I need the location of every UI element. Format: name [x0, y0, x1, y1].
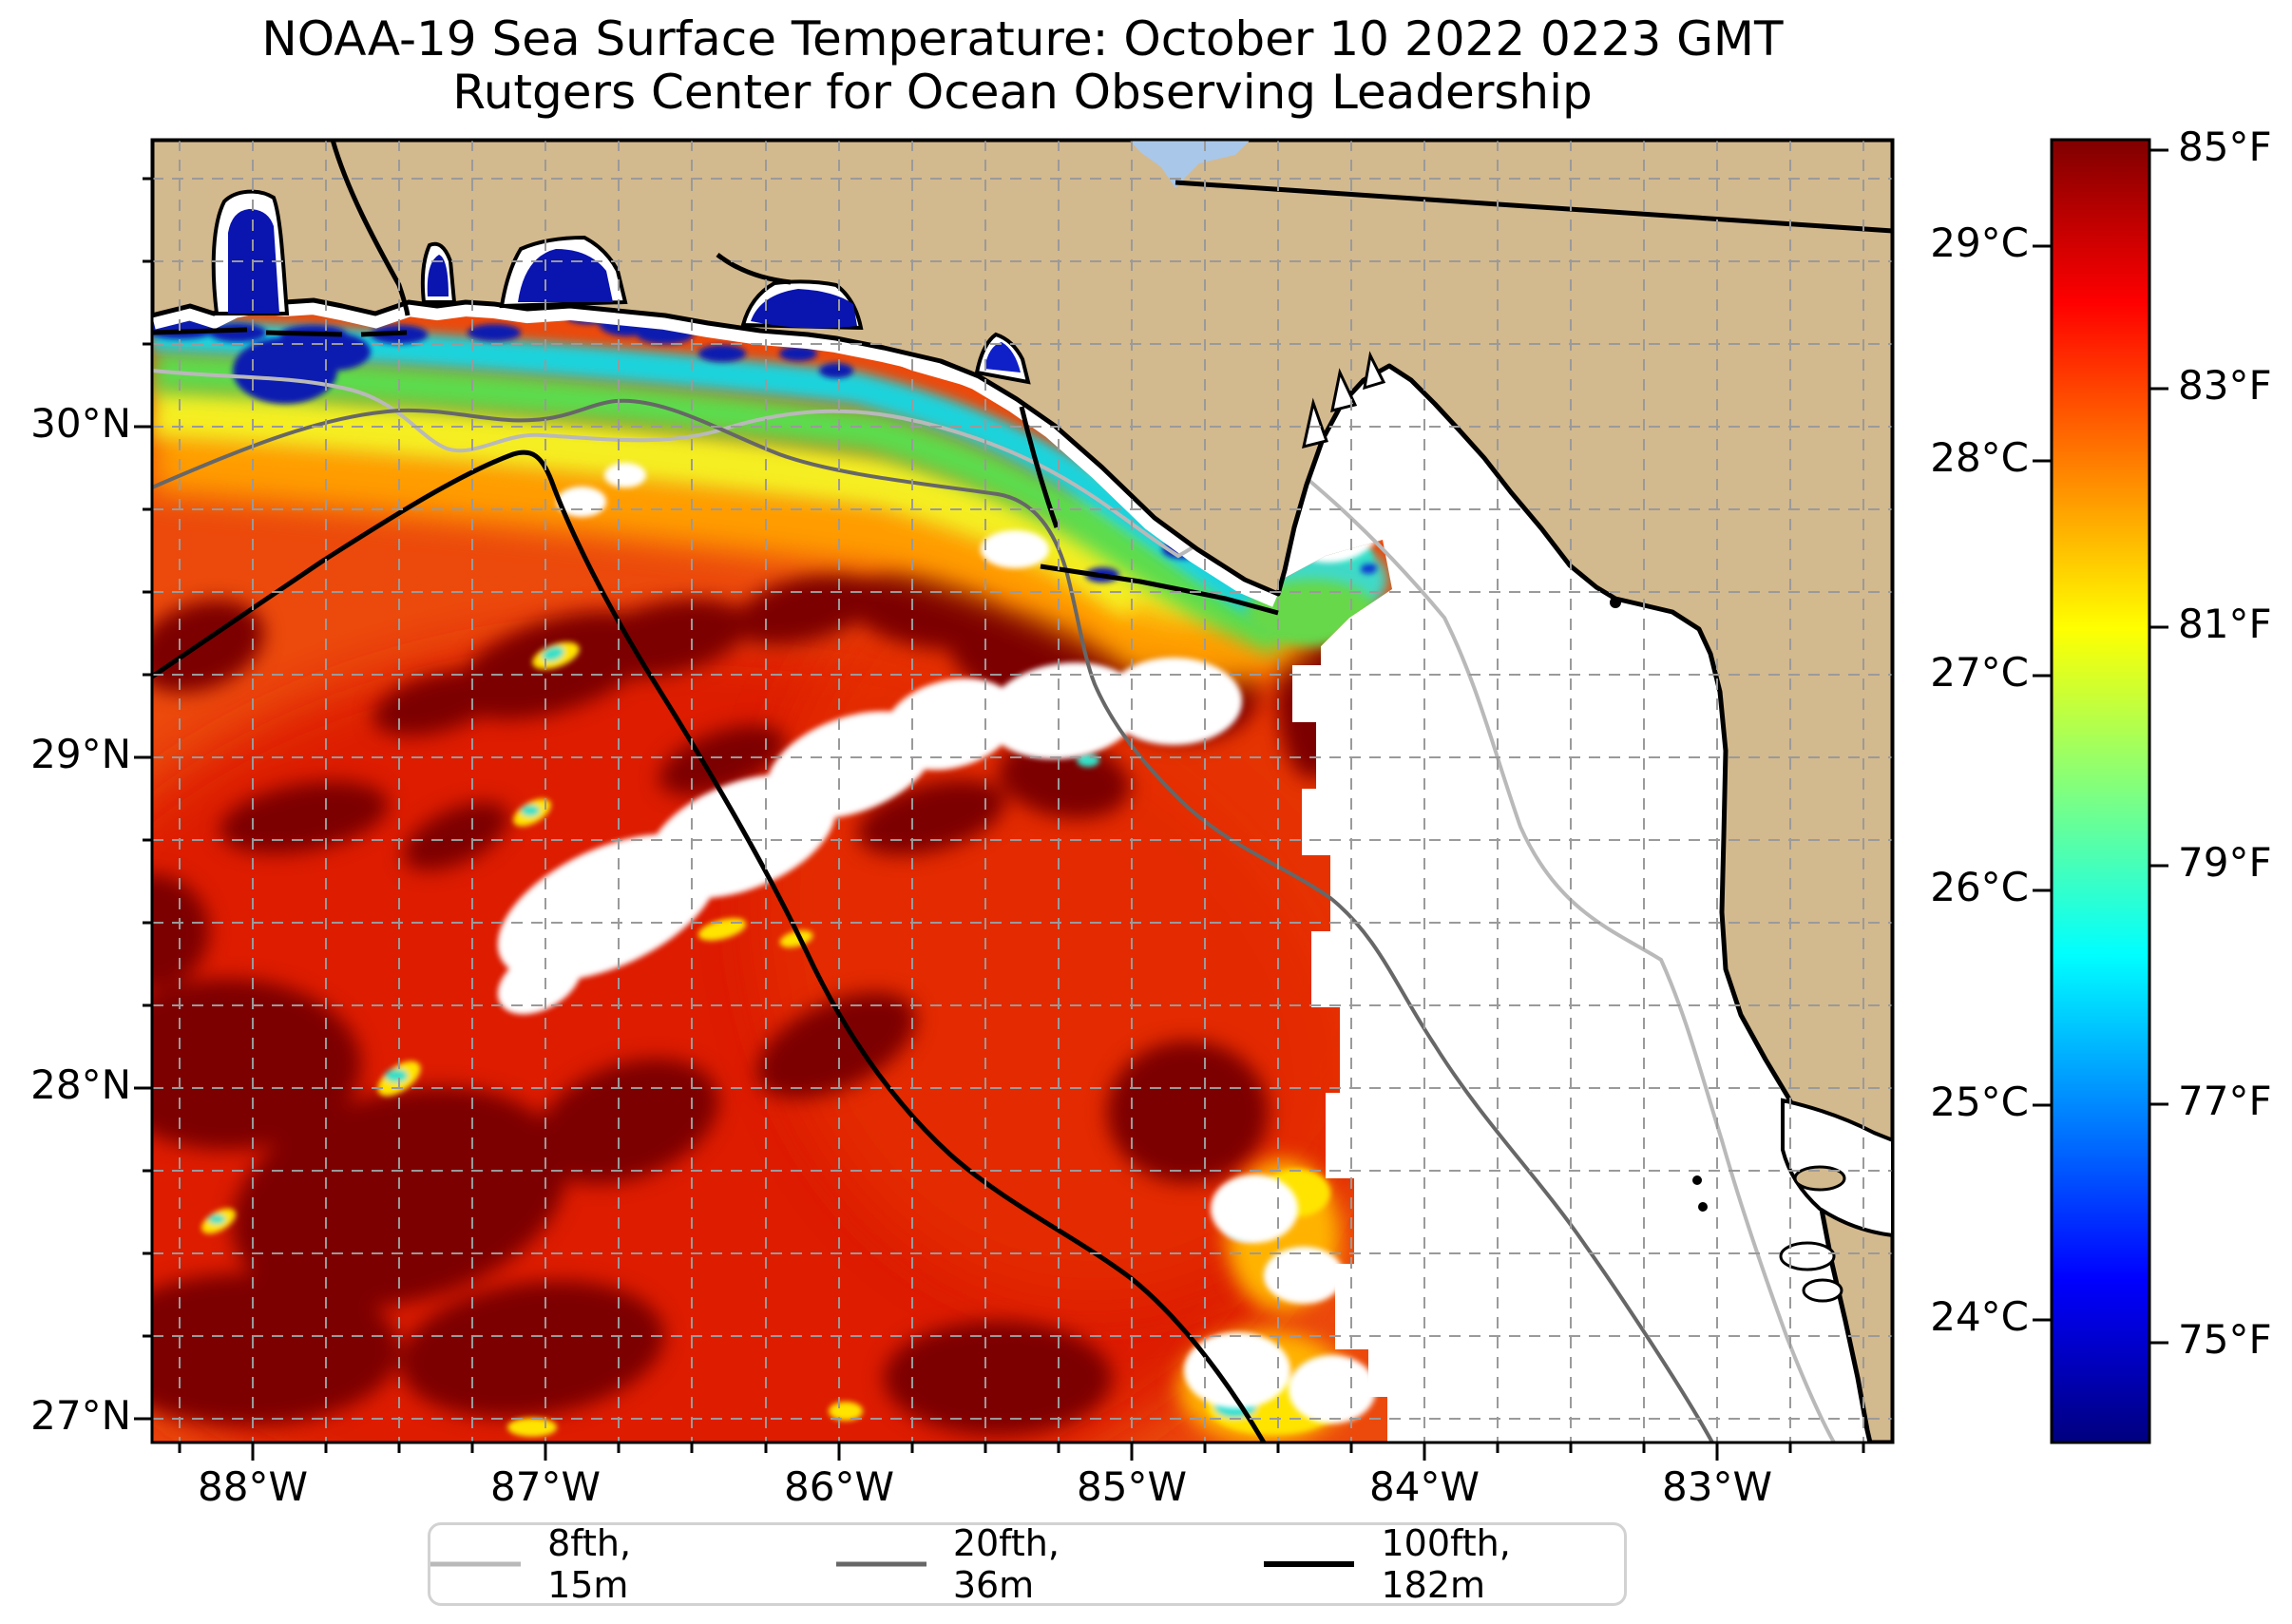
- legend-label-20fth: 20fth, 36m: [952, 1522, 1060, 1606]
- cbar-tick-25c: 25°C: [1930, 1079, 2029, 1125]
- legend-item-8fth: 8fth, 15m: [430, 1522, 722, 1606]
- colorbar-ticks: [2033, 148, 2168, 1345]
- cbar-tick-24c: 24°C: [1930, 1293, 2029, 1340]
- colorbar-gradient: [2050, 138, 2151, 1444]
- cbar-tick-79f: 79°F: [2178, 839, 2272, 886]
- legend-label-8fth: 8fth, 15m: [547, 1522, 632, 1606]
- axes-frame: [150, 138, 1895, 1444]
- lon-tick-88w: 88°W: [198, 1463, 308, 1510]
- lon-tick-86w: 86°W: [784, 1463, 894, 1510]
- lat-tick-28n: 28°N: [30, 1061, 131, 1108]
- swath-boundary-line: [1175, 180, 1893, 234]
- lon-tick-84w: 84°W: [1369, 1463, 1480, 1510]
- cbar-tick-81f: 81°F: [2178, 601, 2272, 647]
- cbar-tick-85f: 85°F: [2178, 124, 2272, 170]
- cbar-tick-27c: 27°C: [1930, 649, 2029, 696]
- legend-label-100fth: 100fth, 182m: [1381, 1522, 1511, 1606]
- axis-ticks: [134, 177, 1865, 1461]
- contour-100fth: [152, 449, 1267, 1442]
- lat-tick-30n: 30°N: [30, 400, 131, 447]
- figure-title: NOAA-19 Sea Surface Temperature: October…: [261, 11, 1784, 67]
- rivers: [330, 140, 1060, 528]
- legend-swatch-8fth-line: [430, 1561, 522, 1567]
- graticule: [152, 140, 1893, 1442]
- cbar-tick-75f: 75°F: [2178, 1316, 2272, 1363]
- lat-tick-29n: 29°N: [30, 731, 131, 777]
- legend-swatch-100fth-line: [1264, 1561, 1355, 1567]
- tampa-bay: [1779, 1098, 1893, 1303]
- lon-tick-85w: 85°W: [1077, 1463, 1187, 1510]
- cbar-tick-26c: 26°C: [1930, 864, 2029, 910]
- legend-item-20fth: 20fth, 36m: [835, 1522, 1151, 1606]
- lat-tick-27n: 27°N: [30, 1392, 131, 1439]
- cbar-tick-28c: 28°C: [1930, 434, 2029, 481]
- cbar-tick-29c: 29°C: [1930, 220, 2029, 266]
- depth-contour-legend: 8fth, 15m 20fth, 36m 100fth, 182m: [428, 1522, 1627, 1606]
- apalachee-inlets: [1302, 351, 1386, 449]
- islets: [1610, 597, 1708, 1212]
- colorbar: [2033, 138, 2168, 1444]
- barrier-islands: [152, 327, 1279, 616]
- legend-item-100fth: 100fth, 182m: [1264, 1522, 1624, 1606]
- lake: [1129, 140, 1251, 188]
- cbar-tick-83f: 83°F: [2178, 362, 2272, 409]
- bays: [211, 189, 1031, 385]
- figure-subtitle: Rutgers Center for Ocean Observing Leade…: [452, 65, 1593, 120]
- lon-tick-83w: 83°W: [1662, 1463, 1772, 1510]
- legend-swatch-20fth-line: [835, 1561, 926, 1567]
- lon-tick-87w: 87°W: [490, 1463, 601, 1510]
- cbar-tick-77f: 77°F: [2178, 1078, 2272, 1124]
